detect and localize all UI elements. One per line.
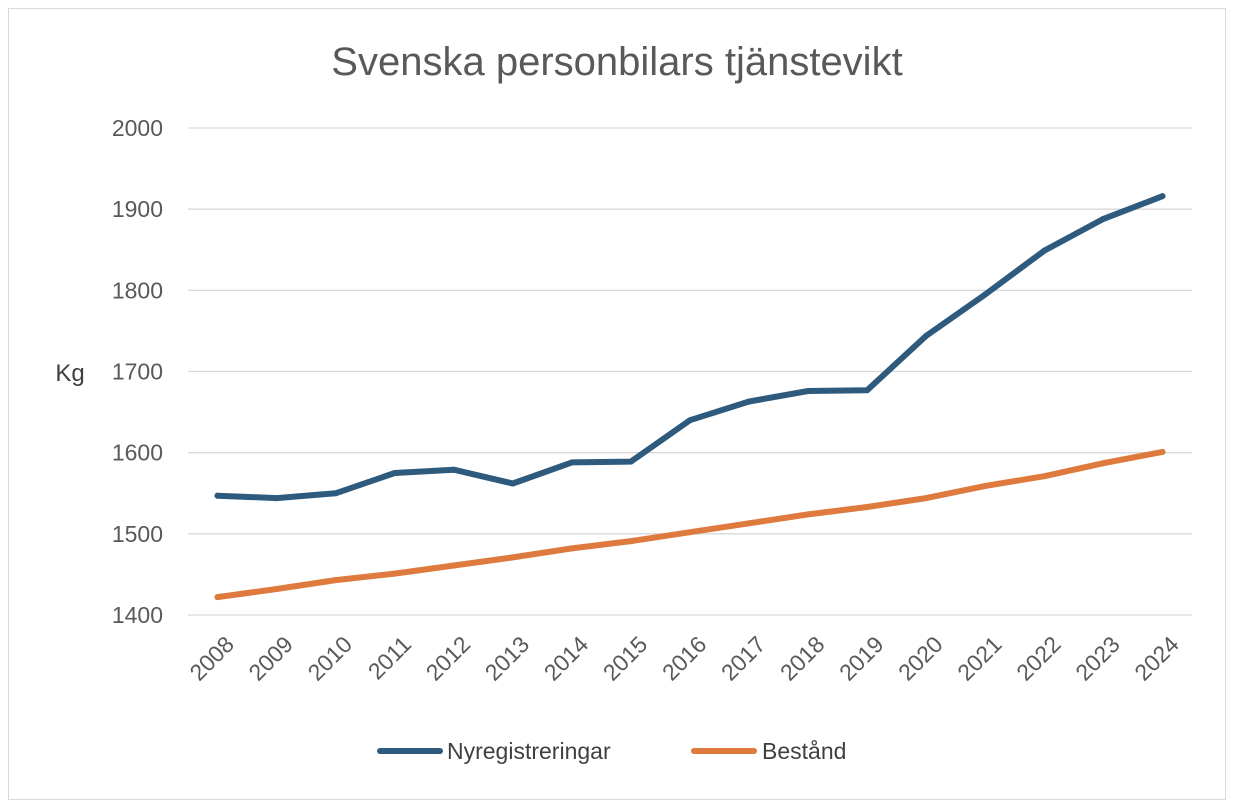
data-point [1041, 247, 1048, 254]
y-tick-label: 1700 [112, 359, 163, 385]
data-point [214, 594, 221, 601]
legend-label: Bestånd [762, 738, 846, 764]
legend-label: Nyregistreringar [447, 738, 611, 764]
y-tick-label: 1400 [112, 602, 163, 628]
series-line-bestand [214, 448, 1166, 601]
y-tick-label: 1500 [112, 521, 163, 547]
x-tick-label: 2023 [1070, 631, 1125, 686]
data-point [864, 504, 871, 511]
data-point [1100, 215, 1107, 222]
data-point [627, 458, 634, 465]
data-point [923, 332, 930, 339]
data-point [332, 490, 339, 497]
x-tick-label: 2008 [184, 631, 239, 686]
data-point [568, 459, 575, 466]
x-tick-label: 2024 [1129, 631, 1184, 686]
data-point [746, 398, 753, 405]
data-point [509, 554, 516, 561]
x-tick-label: 2021 [952, 631, 1007, 686]
data-point [1159, 193, 1166, 200]
data-point [805, 511, 812, 518]
data-point [982, 291, 989, 298]
x-tick-label: 2012 [421, 631, 476, 686]
chart-frame [8, 8, 1226, 800]
x-tick-label: 2018 [775, 631, 830, 686]
data-point [1159, 448, 1166, 455]
data-point [450, 466, 457, 473]
data-point [687, 529, 693, 536]
data-point [687, 417, 693, 424]
x-tick-label: 2017 [716, 631, 771, 686]
x-tick-label: 2010 [302, 631, 357, 686]
data-point [805, 387, 812, 394]
data-point [627, 538, 634, 545]
x-tick-label: 2013 [480, 631, 535, 686]
x-tick-label: 2014 [539, 631, 594, 686]
data-point [273, 495, 280, 502]
chart-title: Svenska personbilars tjänstevikt [331, 40, 902, 84]
x-tick-label: 2009 [243, 631, 298, 686]
data-point [391, 469, 398, 476]
y-tick-label: 1600 [112, 440, 163, 466]
data-point [864, 387, 871, 394]
data-point [982, 482, 989, 489]
data-point [568, 545, 575, 552]
data-point [391, 570, 398, 577]
data-point [1100, 460, 1107, 467]
series-lines [214, 193, 1166, 601]
y-tick-label: 1900 [112, 196, 163, 222]
x-tick-label: 2015 [598, 631, 653, 686]
grid-lines [188, 127, 1192, 616]
data-point [923, 495, 930, 502]
legend: Nyregistreringar Bestånd [377, 738, 846, 764]
data-point [332, 577, 339, 584]
data-point [746, 520, 753, 527]
data-point [214, 492, 221, 499]
data-point [450, 562, 457, 569]
data-point [273, 586, 280, 593]
x-tick-label: 2020 [893, 631, 948, 686]
y-tick-label: 2000 [112, 115, 163, 141]
x-tick-label: 2019 [834, 631, 889, 686]
x-tick-label: 2016 [657, 631, 712, 686]
x-tick-labels: 2008 2009 2010 2011 2012 2013 2014 2015 2016 2017… [184, 631, 1184, 686]
y-axis-label: Kg [55, 360, 84, 387]
data-point [1041, 473, 1048, 480]
y-tick-labels: 1400 1500 1600 1700 1800 1900 2000 [112, 115, 163, 628]
data-point [509, 480, 516, 487]
y-tick-label: 1800 [112, 277, 163, 303]
x-tick-label: 2022 [1011, 631, 1066, 686]
x-tick-label: 2011 [363, 631, 416, 684]
